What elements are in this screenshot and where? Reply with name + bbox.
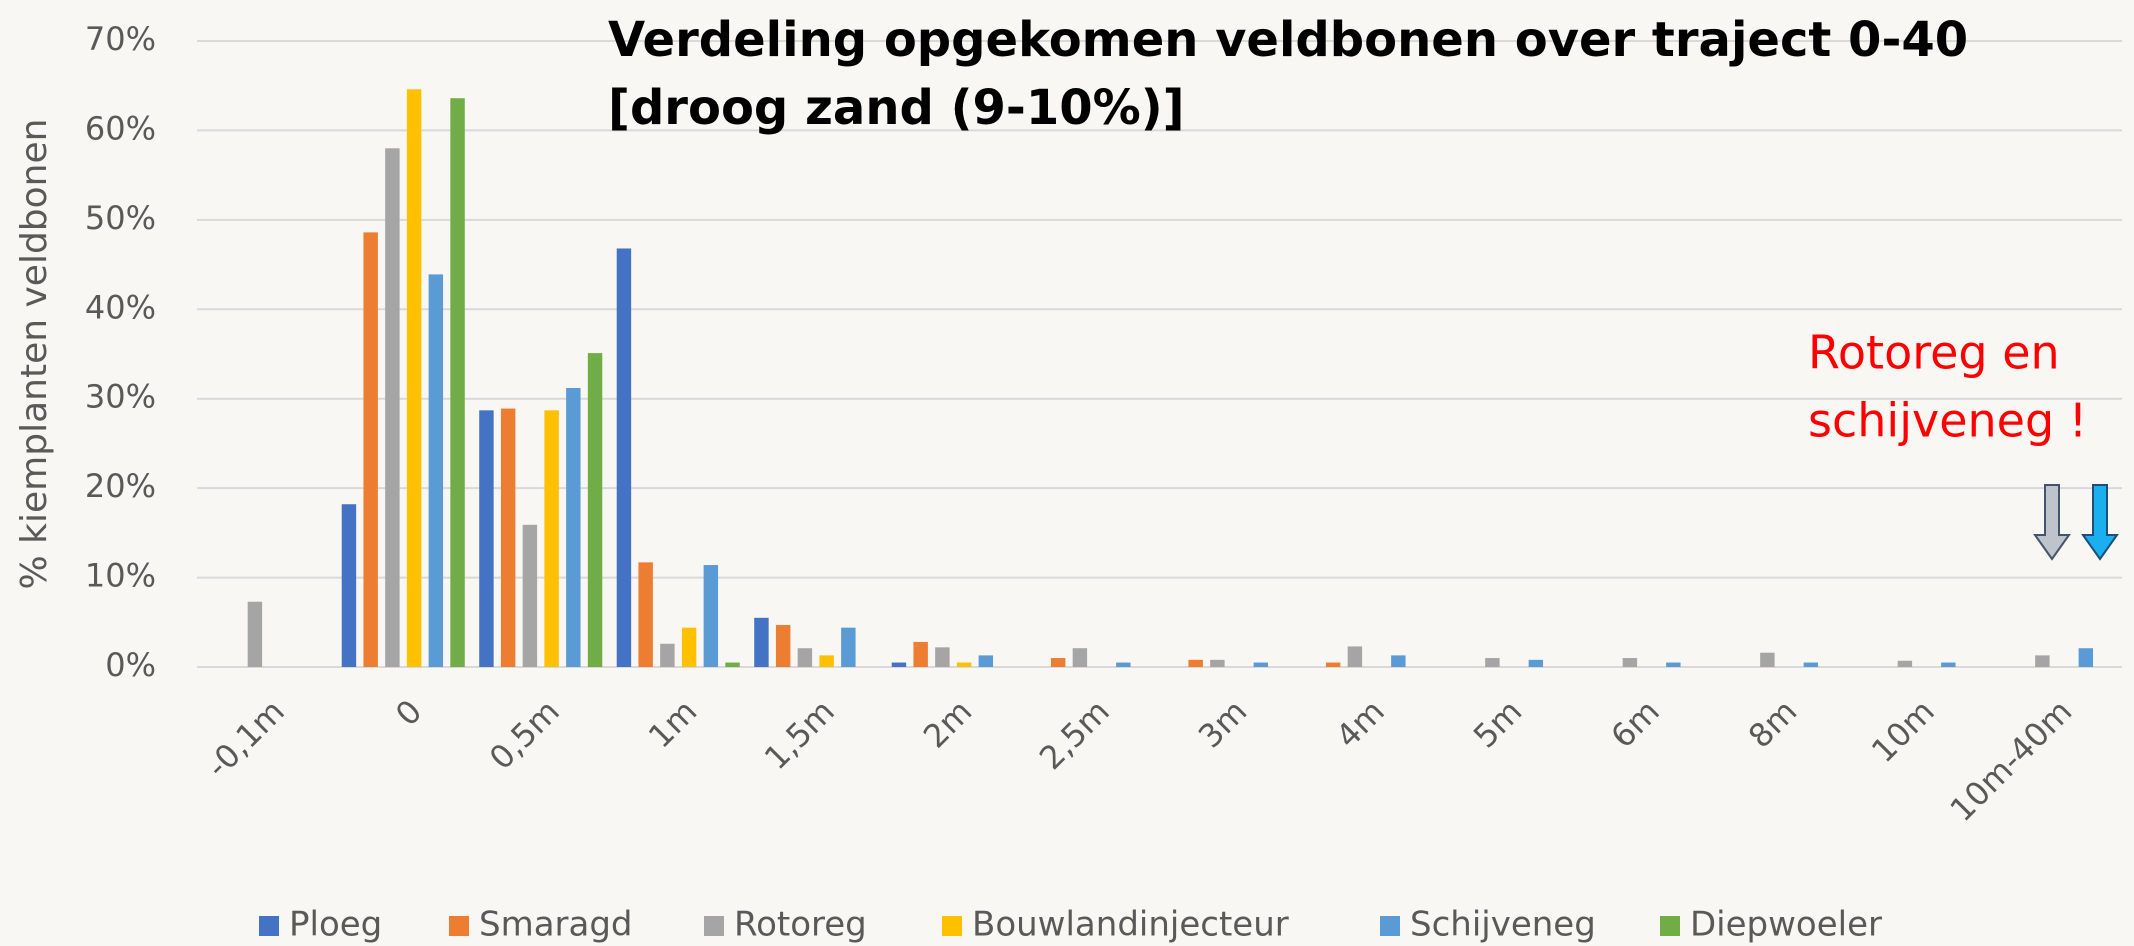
bar xyxy=(2035,655,2050,667)
bar xyxy=(1391,655,1406,667)
y-tick-label: 40% xyxy=(85,288,156,326)
annotation: schijveneg ! xyxy=(1808,394,2087,448)
bar xyxy=(522,524,538,667)
bar xyxy=(754,617,769,667)
bar xyxy=(1347,646,1363,667)
bar xyxy=(1253,662,1269,667)
bar xyxy=(841,627,856,667)
bar xyxy=(935,647,950,667)
legend-swatch xyxy=(259,916,279,936)
bar xyxy=(363,232,378,667)
bar xyxy=(978,655,994,667)
legend-swatch xyxy=(1660,916,1680,936)
legend-swatch xyxy=(1380,916,1400,936)
y-tick-label: 50% xyxy=(85,199,156,237)
bar xyxy=(450,98,465,668)
y-tick-label: 70% xyxy=(85,20,156,58)
bar xyxy=(1050,658,1066,667)
legend-label: Smaragd xyxy=(479,905,633,945)
bar xyxy=(913,641,928,667)
bar xyxy=(1528,659,1544,667)
bar xyxy=(616,248,632,667)
bar xyxy=(775,624,791,667)
y-axis-label: % kiemplanten veldbonen xyxy=(14,119,55,590)
bar xyxy=(2078,648,2094,667)
bar xyxy=(341,504,357,667)
legend-label: Diepwoeler xyxy=(1690,905,1882,945)
bar xyxy=(406,89,422,667)
bar xyxy=(566,387,581,667)
legend-label: Schijveneg xyxy=(1410,905,1596,945)
y-tick-label: 30% xyxy=(85,378,156,416)
annotation: Rotoreg en xyxy=(1808,326,2060,380)
bar xyxy=(1072,648,1088,667)
legend-swatch xyxy=(942,916,962,936)
bar xyxy=(1941,662,1956,667)
bar xyxy=(587,353,603,667)
legend-label: Rotoreg xyxy=(734,905,867,945)
bars xyxy=(247,89,2094,668)
bar xyxy=(703,565,719,667)
legend-swatch xyxy=(704,916,724,936)
bar xyxy=(428,274,444,667)
bar xyxy=(797,648,813,667)
bar xyxy=(247,601,263,667)
bar xyxy=(638,562,653,667)
y-tick-label: 10% xyxy=(85,557,156,595)
y-tick-label: 20% xyxy=(85,467,156,505)
bar xyxy=(385,148,400,668)
legend-swatch xyxy=(449,916,469,936)
bar xyxy=(544,410,559,667)
arrow xyxy=(2081,484,2119,561)
bar xyxy=(479,410,494,667)
bar xyxy=(1803,662,1819,667)
bar xyxy=(1760,652,1775,667)
bar xyxy=(660,643,675,667)
bar xyxy=(1897,660,1913,667)
y-tick-label: 0% xyxy=(105,646,156,684)
bar xyxy=(819,655,834,667)
bar xyxy=(1622,658,1638,667)
bar xyxy=(725,662,740,667)
bar xyxy=(681,627,697,667)
legend: Ploeg Smaragd Rotoreg Bouwlandinjecteur Schi… xyxy=(259,905,1882,945)
grid xyxy=(197,40,2122,668)
bar xyxy=(1188,659,1203,667)
bar xyxy=(1116,662,1131,667)
chart-title: Verdeling opgekomen veldbonen over traje… xyxy=(608,12,1968,68)
bar xyxy=(1210,659,1225,667)
bar xyxy=(500,408,516,667)
arrow xyxy=(2033,484,2071,561)
y-tick-label: 60% xyxy=(85,109,156,147)
bar xyxy=(1485,658,1500,667)
legend-label: Bouwlandinjecteur xyxy=(972,905,1289,945)
bar xyxy=(891,662,907,667)
chart-title: [droog zand (9-10%)] xyxy=(608,80,1185,136)
bar xyxy=(956,662,972,667)
bar xyxy=(1666,662,1681,667)
legend-label: Ploeg xyxy=(289,905,382,945)
bar xyxy=(1325,662,1341,667)
